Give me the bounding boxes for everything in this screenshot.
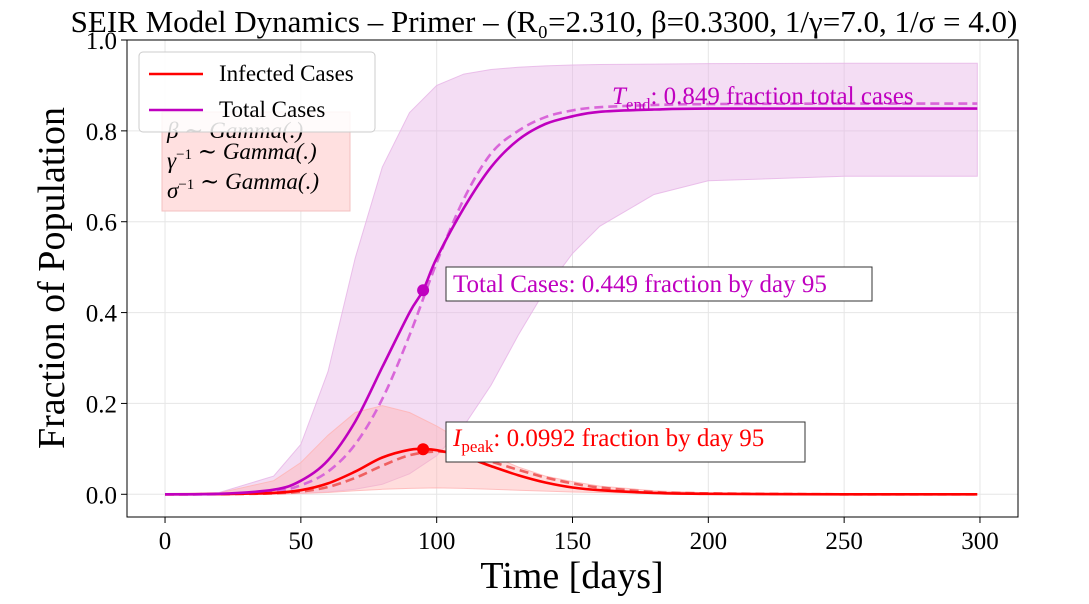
x-tick-label: 200	[690, 528, 728, 555]
legend-infected-label: Infected Cases	[219, 61, 354, 86]
prior-gamma: γ−1 ∼ Gamma(.)	[167, 139, 317, 173]
y-tick-label: 0.2	[86, 391, 117, 418]
infected-cases-band	[164, 405, 978, 495]
x-tick-label: 50	[288, 528, 313, 555]
annotation-i-peak-text: Ipeak: 0.0992 fraction by day 95	[452, 425, 764, 456]
x-tick-label: 0	[159, 528, 172, 555]
x-tick-label: 100	[418, 528, 456, 555]
y-axis-label: Fraction of Population	[31, 107, 73, 449]
peak-markers	[417, 284, 430, 456]
annotation-i-peak: Ipeak: 0.0992 fraction by day 95	[445, 421, 806, 463]
total-cases-line	[164, 107, 978, 496]
annotation-total-cases-text: Total Cases: 0.449 fraction by day 95	[453, 271, 827, 298]
total-cases-marker	[417, 284, 430, 297]
y-tick-label: 0.0	[86, 482, 117, 509]
infected-peak-marker	[417, 443, 430, 456]
legend: Infected Cases Total Cases	[138, 51, 376, 133]
x-axis-label: Time [days]	[480, 555, 663, 597]
total-cases-band	[164, 62, 978, 495]
x-tick-label: 150	[554, 528, 592, 555]
y-axis-ticks: 0.0 0.2 0.4 0.6 0.8 1.0	[86, 28, 127, 509]
x-axis-ticks: 0 50 100 150 200 250 300	[159, 517, 999, 555]
y-tick-label: 1.0	[86, 28, 117, 55]
x-tick-label: 250	[825, 528, 863, 555]
prior-sigma: σ−1 ∼ Gamma(.)	[167, 169, 319, 203]
chart-title: SEIR Model Dynamics – Primer – (R₀=2.310…	[71, 4, 1018, 39]
total-dashed-line	[164, 102, 978, 496]
annotation-total-cases: Total Cases: 0.449 fraction by day 95	[445, 266, 873, 302]
annotation-t-end: Tend: 0.849 fraction total cases	[612, 83, 914, 114]
y-tick-label: 0.6	[86, 210, 117, 237]
y-tick-label: 0.8	[86, 119, 117, 146]
confidence-bands	[164, 62, 978, 495]
legend-total-label: Total Cases	[219, 97, 325, 122]
x-tick-label: 300	[961, 528, 999, 555]
y-tick-label: 0.4	[86, 301, 118, 328]
